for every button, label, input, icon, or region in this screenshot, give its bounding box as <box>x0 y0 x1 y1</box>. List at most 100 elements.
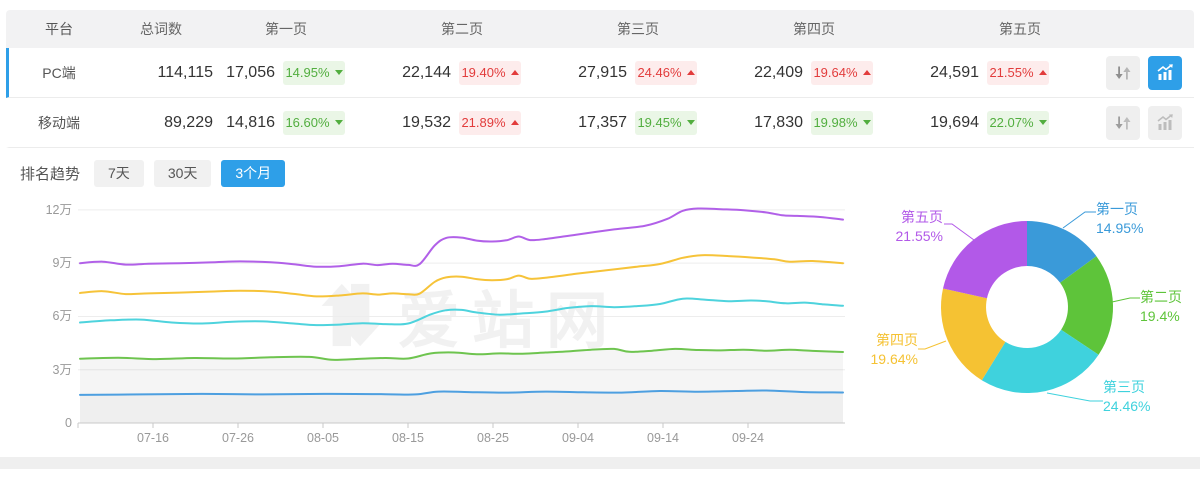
up-arrow-icon <box>510 120 519 125</box>
page1-cell: 17,056 14.95% <box>213 60 389 85</box>
page5-count: 24,591 <box>930 63 979 81</box>
page1-change-badge: 14.95% <box>283 60 345 85</box>
trend-chart-button[interactable] <box>1148 55 1182 90</box>
series-line-cyan[interactable] <box>79 297 844 327</box>
down-arrow-icon <box>1038 120 1047 125</box>
header-total-words: 总词数 <box>140 21 182 37</box>
y-tick-label: 12万 <box>45 202 72 217</box>
page5-count: 19,694 <box>930 113 979 131</box>
page5-cell: 24,591 21.55% <box>917 60 1093 85</box>
header-page-5: 第五页 <box>999 21 1041 37</box>
header-page-2: 第二页 <box>441 21 483 37</box>
page5-change-badge: 21.55% <box>987 60 1049 85</box>
x-tick-label: 08-05 <box>307 431 339 445</box>
page4-count: 22,409 <box>754 63 803 81</box>
donut-label-pct: 19.4% <box>1140 308 1180 324</box>
tab-3-months[interactable]: 3个月 <box>221 160 286 187</box>
table-row-mobile[interactable]: 移动端 89,229 14,816 16.60% 19,532 21.89% 1… <box>6 98 1194 148</box>
donut-label-text: 第二页 <box>1140 289 1182 305</box>
keyword-rank-table: 平台 总词数 第一页 第二页 第三页 第四页 第五页 PC端 114,115 1… <box>6 10 1194 148</box>
donut-label-text: 第四页 <box>876 332 918 348</box>
x-tick-label: 08-15 <box>392 431 424 445</box>
donut-label-page4: 第四页 19.64% <box>838 331 918 369</box>
up-arrow-icon <box>1038 70 1047 75</box>
trend-chart-icon <box>1157 113 1173 130</box>
series-line-green[interactable] <box>79 347 844 361</box>
pct-text: 19.98% <box>813 115 858 130</box>
sort-button[interactable] <box>1106 105 1140 140</box>
platform-label: PC端 <box>42 64 76 81</box>
donut-leader-line <box>944 223 975 241</box>
tab-7-days[interactable]: 7天 <box>94 160 144 187</box>
header-page-3: 第三页 <box>617 21 659 37</box>
pct-text: 21.55% <box>989 65 1034 80</box>
header-platform: 平台 <box>45 21 73 37</box>
page2-cell: 19,532 21.89% <box>389 110 565 135</box>
down-arrow-icon <box>334 120 343 125</box>
page3-cell: 17,357 19.45% <box>565 110 741 135</box>
area-fill-blue <box>80 390 843 423</box>
pct-text: 16.60% <box>285 115 330 130</box>
trend-header: 排名趋势 7天 30天 3个月 <box>20 160 1200 187</box>
pct-text: 14.95% <box>285 65 330 80</box>
y-tick-label: 0 <box>65 416 72 430</box>
page3-change-badge: 24.46% <box>635 60 697 85</box>
total-words-value: 89,229 <box>164 113 213 131</box>
donut-label-text: 第五页 <box>901 209 943 225</box>
x-tick-label: 09-24 <box>732 431 764 445</box>
donut-slice-4[interactable] <box>940 288 1006 381</box>
y-tick-label: 9万 <box>52 256 72 271</box>
series-line-yellow[interactable] <box>79 254 844 298</box>
x-tick-label: 08-25 <box>477 431 509 445</box>
pct-text: 22.07% <box>989 115 1034 130</box>
up-arrow-icon <box>686 70 695 75</box>
donut-label-pct: 21.55% <box>895 228 943 244</box>
y-tick-label: 3万 <box>52 362 72 377</box>
header-page-1: 第一页 <box>265 21 307 37</box>
header-actions: 第五页 <box>917 19 1194 39</box>
series-line-blue[interactable] <box>79 389 844 396</box>
tab-30-days[interactable]: 30天 <box>153 160 212 187</box>
page1-change-badge: 16.60% <box>283 110 345 135</box>
area-fill-green <box>80 348 843 423</box>
page4-count: 17,830 <box>754 113 803 131</box>
pct-text: 19.40% <box>461 65 506 80</box>
donut-leader-line <box>1111 297 1140 303</box>
page3-change-badge: 19.45% <box>635 110 697 135</box>
total-words-value: 114,115 <box>157 63 213 81</box>
series-line-purple[interactable] <box>79 207 844 268</box>
page3-cell: 27,915 24.46% <box>565 60 741 85</box>
trend-chart-button[interactable] <box>1148 105 1182 140</box>
sort-button[interactable] <box>1106 55 1140 90</box>
donut-leader-line <box>1046 392 1103 402</box>
pct-text: 24.46% <box>637 65 682 80</box>
down-arrow-icon <box>862 120 871 125</box>
page1-cell: 14,816 16.60% <box>213 110 389 135</box>
rank-trend-line-chart[interactable] <box>0 191 860 453</box>
trend-chart-area: 爱站网 0 3万 6万 9万 12万 07-16 07-26 08-05 08-15 08-25… <box>0 191 1200 457</box>
donut-slice-2[interactable] <box>1060 256 1114 355</box>
donut-slice-5[interactable] <box>943 220 1027 299</box>
row-actions <box>1093 55 1194 90</box>
pct-text: 19.45% <box>637 115 682 130</box>
page4-cell: 22,409 19.64% <box>741 60 917 85</box>
trend-title: 排名趋势 <box>20 166 81 183</box>
page1-count: 17,056 <box>226 63 275 81</box>
pct-text: 21.89% <box>461 115 506 130</box>
sort-arrows-icon <box>1115 66 1131 79</box>
donut-slice-1[interactable] <box>1027 221 1097 283</box>
down-arrow-icon <box>686 120 695 125</box>
page-distribution-donut-chart[interactable] <box>850 191 1200 451</box>
donut-slice-3[interactable] <box>981 329 1099 394</box>
up-arrow-icon <box>510 70 519 75</box>
page2-change-badge: 19.40% <box>459 60 521 85</box>
donut-label-pct: 24.46% <box>1103 398 1151 414</box>
x-tick-label: 09-04 <box>562 431 594 445</box>
page4-cell: 17,830 19.98% <box>741 110 917 135</box>
page5-cell: 19,694 22.07% <box>917 110 1093 135</box>
platform-label: 移动端 <box>38 114 80 131</box>
table-row-pc[interactable]: PC端 114,115 17,056 14.95% 22,144 19.40% … <box>6 48 1194 98</box>
x-tick-label: 07-16 <box>137 431 169 445</box>
page2-count: 19,532 <box>402 113 451 131</box>
y-tick-label: 6万 <box>52 309 72 324</box>
